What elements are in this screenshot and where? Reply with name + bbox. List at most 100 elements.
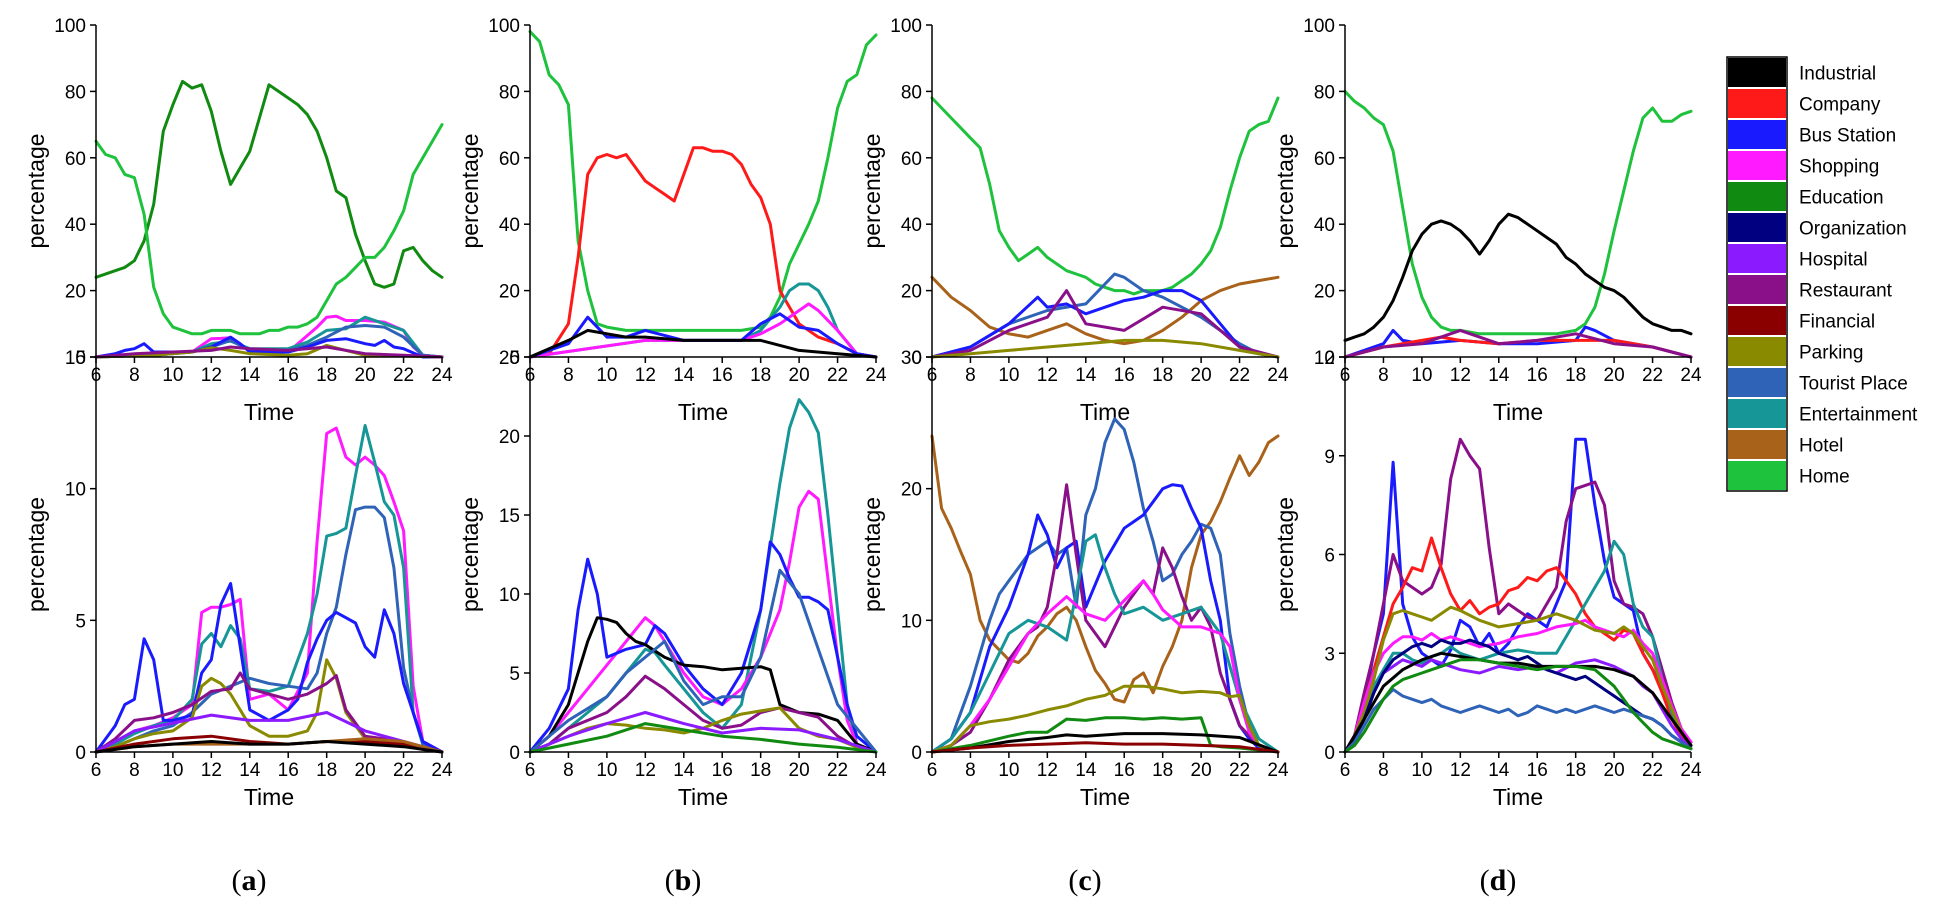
series-restaurant (94, 671, 444, 754)
x-tick-label: 10 (1411, 760, 1432, 781)
y-tick-label: 20 (1314, 282, 1335, 303)
series-tourist-place (1343, 688, 1693, 754)
legend-label-company: Company (1799, 95, 1881, 116)
panel-label-b: (b) (665, 864, 702, 897)
y-tick-label: 60 (65, 149, 86, 170)
series-industrial (930, 732, 1280, 754)
x-tick-label: 22 (1642, 365, 1663, 386)
series-shopping (1343, 618, 1693, 754)
x-axis-label: Time (1080, 784, 1130, 810)
y-tick-label: 0 (911, 743, 922, 764)
x-tick-label: 10 (596, 760, 617, 781)
legend-label-financial: Financial (1799, 312, 1875, 333)
x-tick-label: 10 (162, 365, 183, 386)
series-parking (930, 684, 1280, 754)
legend-label-shopping: Shopping (1799, 157, 1879, 178)
legend-swatch-education (1728, 182, 1786, 211)
x-tick-label: 10 (998, 760, 1019, 781)
y-tick-label: 10 (65, 480, 86, 501)
y-tick-label: 0 (509, 743, 520, 764)
y-tick-label: 0 (75, 348, 86, 369)
legend-swatch-home (1728, 461, 1786, 490)
x-tick-label: 14 (673, 365, 695, 386)
legend-swatch-tourist-place (1728, 368, 1786, 397)
x-tick-label: 8 (129, 760, 140, 781)
legend-label-education: Education (1799, 188, 1884, 209)
y-tick-label: 6 (1324, 546, 1335, 567)
chart-b-top: 681012141618202224020406080100Timepercen… (457, 16, 887, 425)
x-tick-label: 12 (1037, 365, 1058, 386)
x-tick-label: 20 (355, 760, 376, 781)
y-tick-label: 10 (901, 611, 922, 632)
series-bus-station (930, 289, 1280, 359)
y-axis-label: percentage (859, 497, 885, 612)
series-hospital (94, 711, 444, 754)
y-tick-label: 5 (75, 611, 86, 632)
y-tick-label: 100 (488, 16, 520, 37)
x-tick-label: 10 (596, 365, 617, 386)
x-tick-label: 8 (563, 365, 574, 386)
y-tick-label: 60 (499, 149, 520, 170)
x-tick-label: 24 (865, 365, 887, 386)
legend-label-restaurant: Restaurant (1799, 281, 1893, 302)
y-tick-label: 60 (1314, 149, 1335, 170)
y-tick-label: 20 (499, 427, 520, 448)
chart-b-bottom: 6 8 10 12 14 16 18 20 22 24 0 5 10 15 20 25 Time percenta… (457, 348, 887, 810)
x-tick-label: 22 (827, 365, 848, 386)
chart-c-bottom: 6 8 10 12 14 16 18 20 22 24 0 10 20 30 Time percentage (859, 348, 1289, 810)
x-tick-label: 12 (1450, 365, 1471, 386)
series-industrial (1343, 651, 1693, 754)
x-tick-label: 8 (965, 365, 976, 386)
y-axis-label: percentage (859, 133, 885, 248)
x-tick-label: 8 (563, 760, 574, 781)
legend-label-organization: Organization (1799, 219, 1907, 240)
x-tick-label: 24 (431, 365, 453, 386)
legend-label-hotel: Hotel (1799, 436, 1843, 457)
series-restaurant (930, 483, 1280, 754)
series-education (94, 79, 444, 289)
series-restaurant (528, 674, 878, 754)
series-tourist-place (528, 568, 878, 754)
x-tick-label: 16 (278, 365, 299, 386)
y-tick-label: 20 (901, 282, 922, 303)
series-home (94, 123, 444, 336)
series-education (528, 722, 878, 754)
y-axis-label: percentage (457, 497, 483, 612)
legend-swatch-restaurant (1728, 275, 1786, 304)
y-tick-label: 30 (901, 348, 922, 369)
chart-a-top: 681012141618202224020406080100Timepercen… (23, 16, 453, 425)
x-tick-label: 22 (1229, 760, 1250, 781)
legend-swatch-industrial (1728, 58, 1786, 87)
legend-label-tourist-place: Tourist Place (1799, 374, 1908, 395)
series-entertainment (528, 282, 878, 359)
legend-label-industrial: Industrial (1799, 64, 1876, 85)
x-tick-label: 20 (1604, 760, 1625, 781)
x-tick-label: 12 (1450, 760, 1471, 781)
y-tick-label: 40 (499, 215, 520, 236)
x-tick-label: 12 (201, 760, 222, 781)
x-axis-label: Time (1493, 399, 1543, 425)
series-restaurant (930, 289, 1280, 359)
x-tick-label: 10 (162, 760, 183, 781)
series-home (1343, 89, 1693, 336)
x-tick-label: 22 (393, 365, 414, 386)
chart-d-bottom: 6 8 10 12 14 16 18 20 22 24 0 3 6 9 12 Time percentage (1272, 348, 1702, 810)
x-axis-label: Time (244, 784, 294, 810)
x-tick-label: 14 (239, 365, 261, 386)
x-tick-label: 12 (635, 760, 656, 781)
x-tick-label: 16 (712, 760, 733, 781)
series-industrial (94, 740, 444, 754)
y-tick-label: 5 (509, 664, 520, 685)
y-tick-label: 12 (1314, 348, 1335, 369)
x-tick-label: 10 (998, 365, 1019, 386)
series-education (1343, 658, 1693, 754)
y-axis-label: percentage (23, 497, 49, 612)
x-tick-label: 14 (239, 760, 261, 781)
series-industrial (528, 328, 878, 359)
x-tick-label: 24 (1680, 365, 1702, 386)
series-restaurant (1343, 328, 1693, 359)
y-tick-label: 9 (1324, 447, 1335, 468)
y-tick-label: 0 (509, 348, 520, 369)
y-tick-label: 40 (901, 215, 922, 236)
y-tick-label: 25 (499, 348, 520, 369)
